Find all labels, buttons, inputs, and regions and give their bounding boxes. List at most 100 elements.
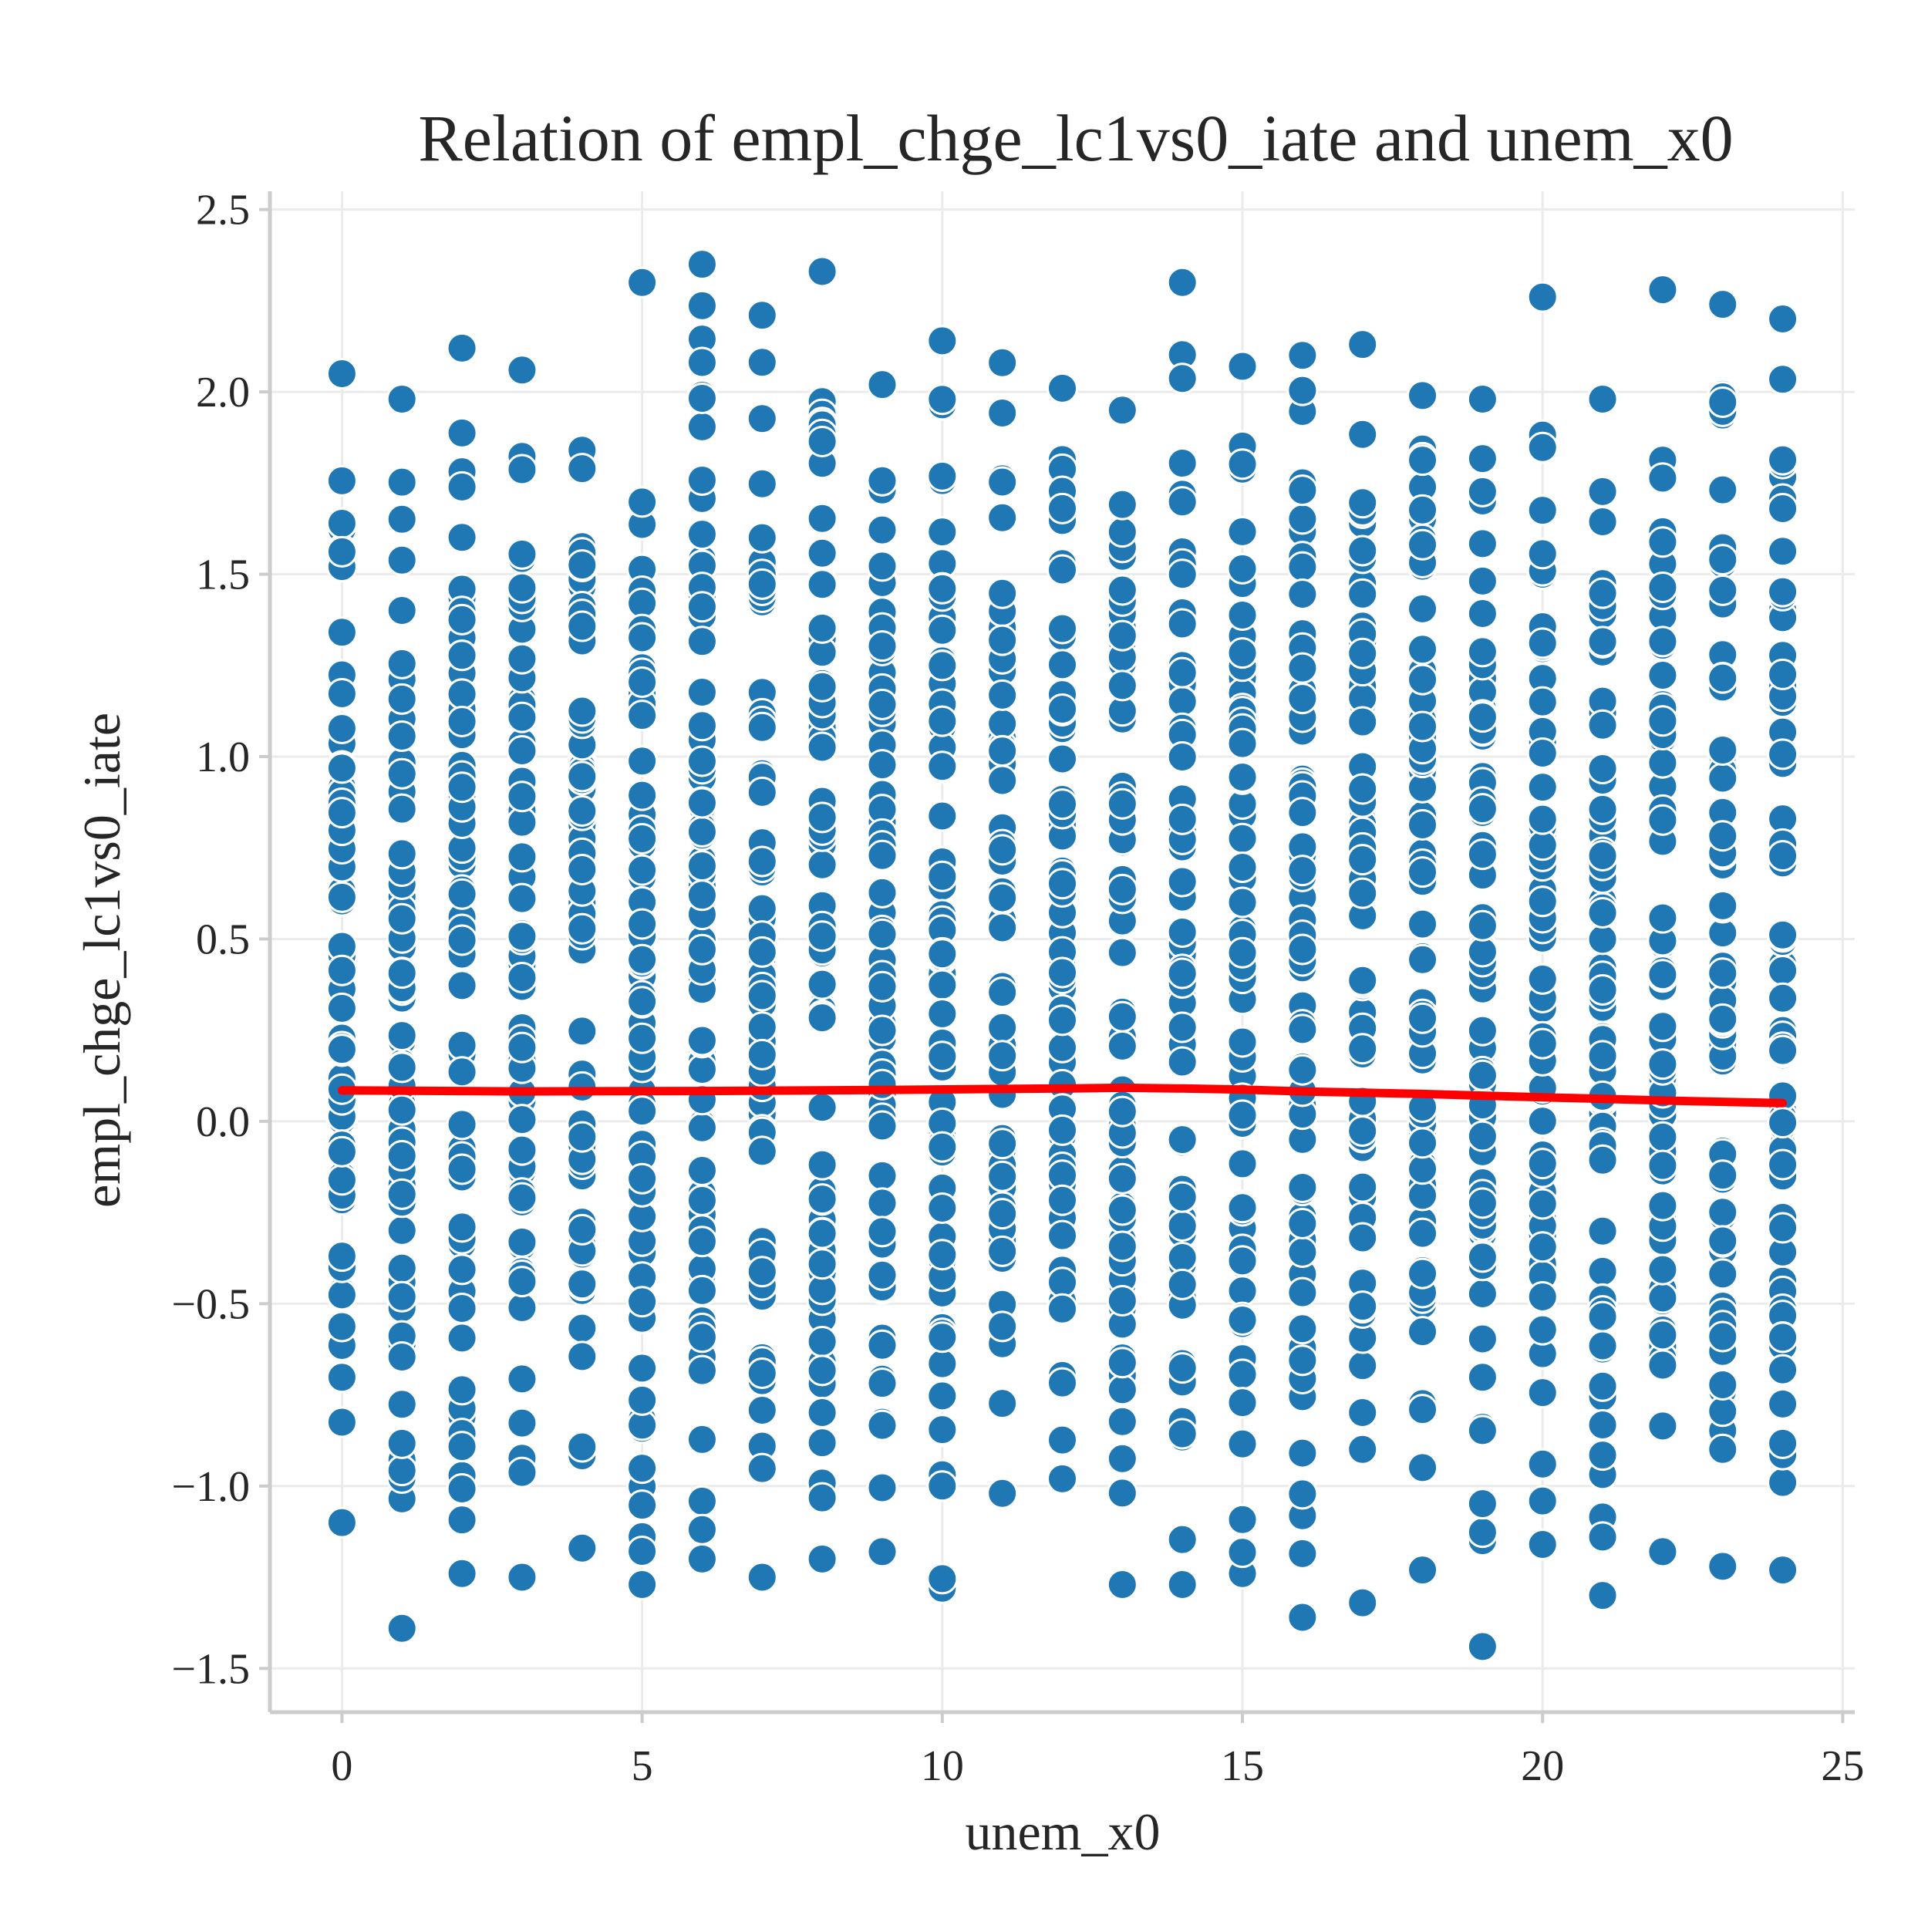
scatter-point (1466, 1241, 1498, 1273)
scatter-point (1707, 1395, 1739, 1428)
scatter-point (1707, 889, 1739, 922)
scatter-point (746, 403, 778, 435)
scatter-point (1106, 1000, 1138, 1033)
scatter-point (1586, 1370, 1619, 1402)
scatter-point (1466, 528, 1498, 560)
scatter-point (386, 383, 418, 416)
scatter-point (446, 1108, 478, 1141)
scatter-point (806, 502, 838, 534)
scatter-point (325, 357, 358, 389)
scatter-point (686, 1485, 718, 1517)
scatter-point (1707, 762, 1739, 794)
scatter-point (926, 997, 959, 1030)
scatter-point (1466, 1630, 1498, 1663)
scatter-point (1647, 1536, 1679, 1568)
scatter-point (1286, 855, 1319, 887)
scatter-point (1407, 1153, 1439, 1185)
scatter-point (1526, 627, 1559, 659)
scatter-point (446, 771, 478, 804)
scatter-point (1286, 339, 1319, 372)
scatter-point (1047, 788, 1078, 821)
scatter-point (1526, 1448, 1559, 1480)
scatter-point (866, 1068, 898, 1101)
scatter-point (506, 538, 538, 570)
scatter-point (986, 679, 1019, 711)
scatter-point (1647, 1189, 1679, 1222)
scatter-point (866, 1536, 898, 1568)
scatter-point (1166, 1242, 1198, 1274)
scatter-point (1407, 1554, 1439, 1586)
scatter-point (1707, 1196, 1739, 1229)
scatter-point (866, 1187, 898, 1219)
scatter-point (1767, 982, 1799, 1014)
scatter-point (1767, 1427, 1799, 1459)
scatter-point (1466, 1488, 1498, 1520)
scatter-point (1767, 658, 1799, 690)
scatter-point (1526, 963, 1559, 995)
scatter-point (1407, 908, 1439, 940)
scatter-point (1767, 443, 1799, 476)
scatter-point (1047, 743, 1078, 775)
scatter-point (1586, 923, 1619, 956)
scatter-point (386, 1280, 418, 1313)
scatter-point (1647, 1410, 1679, 1442)
scatter-point (926, 750, 959, 783)
scatter-point (446, 1472, 478, 1505)
scatter-point (626, 908, 659, 940)
scatter-point (986, 1477, 1019, 1509)
scatter-point (986, 1387, 1019, 1420)
scatter-point (1407, 633, 1439, 666)
scatter-point (1586, 577, 1619, 609)
scatter-point (1466, 475, 1498, 507)
scatter-point (1347, 1350, 1379, 1382)
scatter-point (1647, 659, 1679, 691)
scatter-point (506, 1266, 538, 1298)
scatter-point (626, 1384, 659, 1416)
scatter-point (626, 1352, 659, 1384)
scatter-point (446, 1322, 478, 1354)
x-tick-label: 25 (1821, 1742, 1864, 1790)
scatter-point (446, 1029, 478, 1061)
scatter-point (1767, 1148, 1799, 1181)
scatter-point (1707, 1369, 1739, 1401)
scatter-point (1286, 1537, 1319, 1570)
scatter-point (1286, 1601, 1319, 1634)
scatter-point (1106, 1442, 1138, 1475)
scatter-point (1106, 1230, 1138, 1263)
scatter-point (566, 794, 598, 827)
scatter-point (1106, 669, 1138, 702)
scatter-point (986, 577, 1019, 609)
scatter-point (866, 1329, 898, 1361)
scatter-point (926, 1563, 959, 1595)
scatter-point (1347, 1171, 1379, 1203)
scatter-point (1466, 1014, 1498, 1047)
scatter-point (626, 1095, 659, 1128)
scatter-point (1767, 303, 1799, 335)
scatter-point (626, 1162, 659, 1195)
scatter-point (325, 1240, 358, 1273)
scatter-point (1466, 1516, 1498, 1549)
scatter-point (325, 992, 358, 1024)
scatter-point (1407, 379, 1439, 412)
scatter-point (386, 544, 418, 576)
scatter-point (1586, 1439, 1619, 1472)
scatter-point (506, 572, 538, 604)
scatter-point (386, 503, 418, 535)
scatter-point (626, 1022, 659, 1054)
scatter-point (866, 550, 898, 582)
scatter-point (1106, 787, 1138, 820)
scatter-point (1166, 1268, 1198, 1300)
scatter-point (1767, 575, 1799, 608)
scatter-point (1526, 1188, 1559, 1220)
scatter-point (866, 918, 898, 950)
scatter-point (1047, 1367, 1078, 1399)
scatter-point (1466, 1187, 1498, 1219)
scatter-point (1347, 1290, 1379, 1323)
scatter-point (626, 986, 659, 1018)
scatter-point (1707, 1433, 1739, 1465)
scatter-point (386, 683, 418, 715)
scatter-point (1106, 1347, 1138, 1379)
scatter-point (1586, 1144, 1619, 1176)
scatter-point (1226, 822, 1259, 855)
scatter-point (1347, 877, 1379, 909)
